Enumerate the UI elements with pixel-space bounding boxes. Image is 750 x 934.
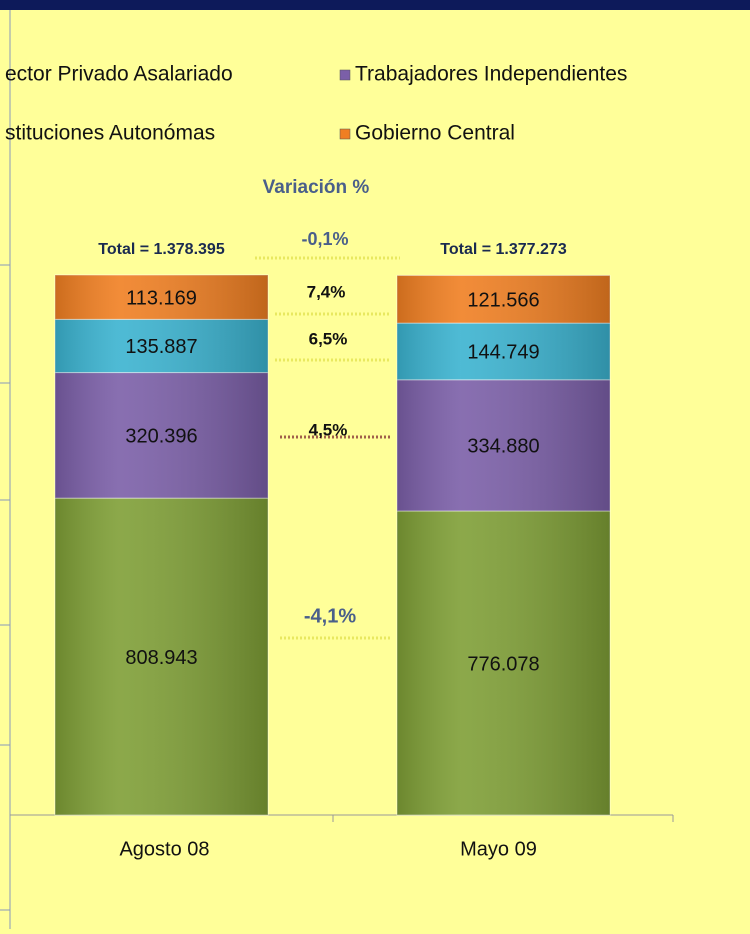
variation-label: -0,1% xyxy=(301,229,348,249)
variation-label: 6,5% xyxy=(309,329,348,348)
bar-shade xyxy=(55,372,268,499)
value-label: 334.880 xyxy=(467,436,539,458)
value-label: 808.943 xyxy=(125,647,197,669)
value-label: 121.566 xyxy=(467,290,539,312)
bar-shade xyxy=(397,323,610,380)
legend-label: ector Privado Asalariado xyxy=(5,63,233,86)
value-label: 113.169 xyxy=(126,287,197,309)
legend-label: Trabajadores Independientes xyxy=(355,63,627,86)
bar-shade xyxy=(397,275,610,324)
variation-title: Variación % xyxy=(263,177,370,198)
variation-label: 4,5% xyxy=(309,420,348,439)
total-label: Total = 1.377.273 xyxy=(440,241,567,258)
bar-shade xyxy=(397,510,610,815)
variation-dots xyxy=(255,256,400,640)
value-label: 135.887 xyxy=(125,336,197,358)
variation-label: -4,1% xyxy=(304,605,356,627)
total-label: Total = 1.378.395 xyxy=(98,241,225,258)
legend-label: Gobierno Central xyxy=(355,122,515,145)
variation-label: 7,4% xyxy=(307,282,346,301)
bar-shade xyxy=(55,275,268,320)
legend-marker xyxy=(339,69,351,81)
value-label: 144.749 xyxy=(467,342,539,364)
value-label: 320.396 xyxy=(125,426,197,448)
top-bar xyxy=(0,0,750,10)
x-tick-label: Agosto 08 xyxy=(119,838,209,860)
legend-marker xyxy=(339,128,351,140)
left-axis xyxy=(0,10,11,929)
bar-shade xyxy=(55,498,268,815)
legend-label: stituciones Autonómas xyxy=(5,122,215,145)
value-label: 776.078 xyxy=(467,653,539,675)
x-tick-label: Mayo 09 xyxy=(460,838,537,860)
bar-shade xyxy=(397,379,610,511)
bar-shade xyxy=(55,319,268,373)
